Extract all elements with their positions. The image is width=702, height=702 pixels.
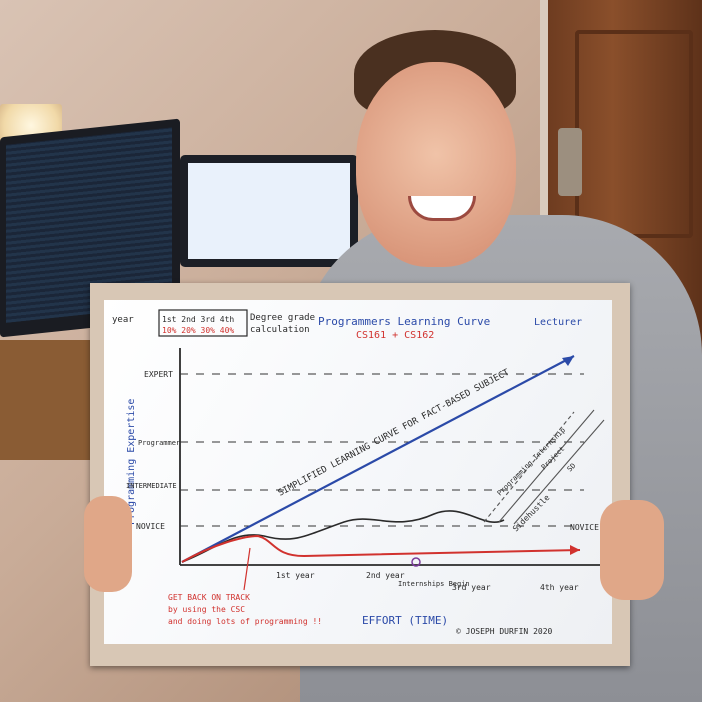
black-actual-curve xyxy=(181,510,505,563)
laptop xyxy=(180,155,358,267)
whiteboard xyxy=(104,300,612,644)
right-hand xyxy=(600,500,664,600)
left-hand xyxy=(84,496,132,592)
annotation-internship: Programming Internship xyxy=(496,426,567,497)
red-reality-curve xyxy=(181,534,581,563)
board-title-aside: Lecturer xyxy=(534,317,582,328)
year-1: 1st year xyxy=(276,571,315,580)
level-novice: NOVICE xyxy=(136,522,165,531)
red-note-pointer xyxy=(243,547,251,591)
blue-curve-label: SIMPLIFIED LEARNING CURVE FOR FACT-BASED… xyxy=(277,367,512,498)
level-expert: EXPERT xyxy=(144,370,173,379)
annotation-sd: SD xyxy=(566,462,578,474)
door-panel xyxy=(575,30,693,238)
annotation-sidehustle: Sidehustle xyxy=(511,493,552,534)
level-programmer: Programmer xyxy=(138,439,180,447)
internship-trend xyxy=(483,411,575,523)
blue-curve-arrowhead xyxy=(562,356,574,366)
face xyxy=(356,62,516,267)
red-note-line-2: by using the CSC xyxy=(168,605,245,614)
year-4: 4th year xyxy=(540,583,579,592)
whiteboard-drawing: year 1st 2nd 3rd 4th 10% 20% 30% 40% Deg… xyxy=(112,309,605,636)
project-trend xyxy=(498,409,595,523)
year-weights: 10% 20% 30% 40% xyxy=(162,326,234,335)
year-values: 1st 2nd 3rd 4th xyxy=(162,315,234,324)
x-axis-label: EFFORT (TIME) xyxy=(362,614,448,627)
blue-learning-curve xyxy=(181,355,575,563)
credit: © JOSEPH DURFIN 2020 xyxy=(456,627,553,636)
y-axis-label: Programming Expertise xyxy=(126,399,137,525)
board-title: Programmers Learning Curve xyxy=(318,315,490,328)
sidehustle-trend xyxy=(513,419,605,525)
door-handle xyxy=(558,128,582,196)
right-novice-label: NOVICE xyxy=(570,523,599,532)
modules: CS161 + CS162 xyxy=(356,330,434,341)
internships-marker xyxy=(411,557,421,567)
level-intermediate: INTERMEDIATE xyxy=(126,482,177,490)
red-curve-arrowhead xyxy=(570,545,580,555)
degree-grade-label: Degree grade xyxy=(250,313,315,323)
year-2: 2nd year xyxy=(366,571,405,580)
year-label: year xyxy=(112,315,134,325)
year-3: 3rd year xyxy=(452,583,491,592)
red-note-line-1: GET BACK ON TRACK xyxy=(168,593,250,602)
internships-label: Internships Begin xyxy=(398,580,470,588)
red-note-line-3: and doing lots of programming !! xyxy=(168,617,322,626)
laptop-screen xyxy=(188,163,350,259)
year-weights-box xyxy=(158,309,248,337)
degree-grade-calc: calculation xyxy=(250,325,310,335)
